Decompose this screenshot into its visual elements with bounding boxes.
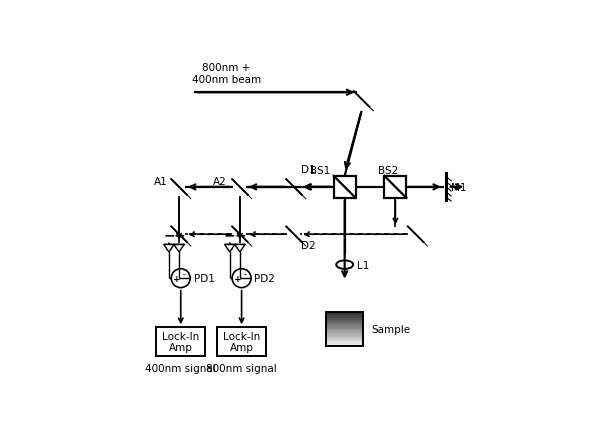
Bar bbox=[326, 337, 363, 338]
Bar bbox=[326, 322, 363, 324]
Bar bbox=[326, 320, 363, 321]
Bar bbox=[217, 328, 266, 356]
Bar bbox=[326, 335, 363, 336]
Polygon shape bbox=[224, 245, 235, 252]
Text: PD2: PD2 bbox=[254, 274, 275, 283]
Text: BS2: BS2 bbox=[377, 165, 398, 175]
Text: -: - bbox=[244, 269, 247, 278]
Bar bbox=[326, 318, 363, 319]
Text: A2: A2 bbox=[213, 176, 227, 186]
Text: Lock-In
Amp: Lock-In Amp bbox=[162, 331, 199, 353]
Bar bbox=[326, 342, 363, 343]
Text: PD1: PD1 bbox=[194, 274, 214, 283]
Bar bbox=[326, 313, 363, 314]
Text: D1: D1 bbox=[301, 164, 316, 174]
Bar bbox=[326, 312, 363, 346]
Bar bbox=[326, 343, 363, 344]
Text: −: − bbox=[224, 228, 236, 242]
Bar bbox=[326, 340, 363, 342]
Bar bbox=[326, 329, 363, 330]
Bar bbox=[326, 327, 363, 328]
Bar bbox=[326, 345, 363, 346]
Text: D2: D2 bbox=[301, 240, 316, 250]
Bar bbox=[326, 344, 363, 345]
Bar bbox=[156, 328, 205, 356]
Bar bbox=[326, 312, 363, 313]
Bar bbox=[326, 330, 363, 332]
Text: A1: A1 bbox=[154, 176, 167, 186]
Text: L1: L1 bbox=[356, 260, 369, 270]
Text: +: + bbox=[173, 274, 180, 283]
Bar bbox=[326, 317, 363, 318]
Text: -: - bbox=[183, 269, 186, 278]
Text: −: − bbox=[163, 228, 175, 242]
Text: Lock-In
Amp: Lock-In Amp bbox=[223, 331, 260, 353]
Bar bbox=[326, 339, 363, 340]
Text: +: + bbox=[233, 274, 241, 283]
Bar bbox=[326, 328, 363, 329]
Text: 800nm +
400nm beam: 800nm + 400nm beam bbox=[192, 63, 261, 85]
Text: −: − bbox=[234, 228, 246, 242]
Bar bbox=[385, 177, 406, 198]
Bar bbox=[326, 321, 363, 322]
Bar bbox=[326, 334, 363, 335]
Polygon shape bbox=[235, 245, 245, 252]
Polygon shape bbox=[164, 245, 174, 252]
Text: 400nm signal: 400nm signal bbox=[145, 363, 216, 373]
Text: −: − bbox=[173, 228, 185, 242]
Bar bbox=[326, 319, 363, 320]
Text: M1: M1 bbox=[451, 183, 467, 192]
Bar bbox=[326, 332, 363, 334]
Bar bbox=[326, 314, 363, 316]
Bar bbox=[326, 338, 363, 339]
Text: 800nm signal: 800nm signal bbox=[206, 363, 277, 373]
Text: Sample: Sample bbox=[372, 324, 411, 334]
Bar bbox=[326, 325, 363, 326]
Bar bbox=[326, 326, 363, 327]
Bar bbox=[334, 177, 356, 198]
Bar bbox=[326, 316, 363, 317]
Bar bbox=[326, 336, 363, 337]
Bar bbox=[326, 324, 363, 325]
Polygon shape bbox=[174, 245, 184, 252]
Text: BS1: BS1 bbox=[310, 165, 330, 175]
